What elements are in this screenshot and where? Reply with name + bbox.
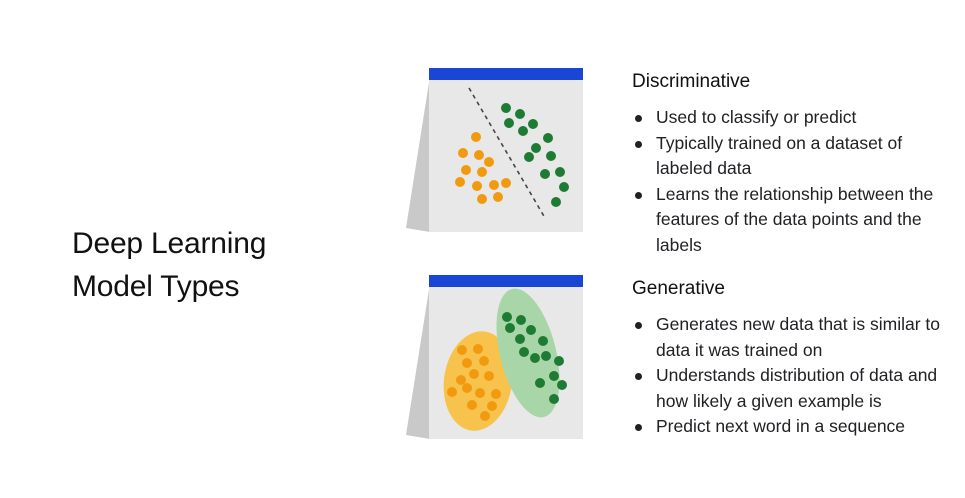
orange-point bbox=[473, 344, 483, 354]
orange-point bbox=[477, 167, 487, 177]
orange-point bbox=[493, 192, 503, 202]
orange-point bbox=[462, 358, 472, 368]
green-point bbox=[528, 119, 538, 129]
orange-point bbox=[472, 181, 482, 191]
orange-point bbox=[458, 148, 468, 158]
green-point bbox=[501, 103, 511, 113]
orange-point bbox=[479, 356, 489, 366]
bullet-item: Used to classify or predict bbox=[632, 105, 962, 131]
generative-heading: Generative bbox=[632, 278, 725, 299]
green-point bbox=[535, 378, 545, 388]
orange-point bbox=[487, 401, 497, 411]
orange-point bbox=[480, 411, 490, 421]
orange-point bbox=[477, 194, 487, 204]
green-point bbox=[554, 356, 564, 366]
slide-title-line-2: Model Types bbox=[72, 270, 240, 303]
green-point bbox=[546, 151, 556, 161]
green-point bbox=[505, 323, 515, 333]
discriminative-illustration bbox=[406, 66, 586, 238]
bullet-item: Learns the relationship between the feat… bbox=[632, 182, 946, 259]
decision-boundary-line bbox=[468, 87, 546, 219]
green-point bbox=[541, 351, 551, 361]
orange-points bbox=[455, 132, 511, 204]
discriminative-chart-window bbox=[406, 68, 583, 232]
orange-point bbox=[491, 389, 501, 399]
green-point bbox=[526, 325, 536, 335]
orange-point bbox=[455, 177, 465, 187]
green-point bbox=[504, 118, 514, 128]
generative-section: Generative Generates new data that is si… bbox=[632, 278, 962, 440]
green-point bbox=[524, 152, 534, 162]
green-point bbox=[518, 126, 528, 136]
generative-bullet-list: Generates new data that is similar to da… bbox=[632, 312, 962, 440]
orange-point bbox=[469, 369, 479, 379]
green-point bbox=[543, 133, 553, 143]
green-point bbox=[551, 197, 561, 207]
orange-point bbox=[484, 157, 494, 167]
orange-point bbox=[484, 371, 494, 381]
panel-header-bar bbox=[429, 275, 583, 287]
orange-point bbox=[461, 165, 471, 175]
green-point bbox=[555, 167, 565, 177]
bullet-item: Predict next word in a sequence bbox=[632, 414, 962, 440]
orange-point bbox=[467, 400, 477, 410]
orange-point bbox=[457, 345, 467, 355]
green-point bbox=[530, 353, 540, 363]
orange-points bbox=[447, 344, 501, 421]
discriminative-heading: Discriminative bbox=[632, 71, 751, 92]
panel-side-shadow bbox=[406, 283, 430, 439]
panel-side-shadow bbox=[406, 76, 430, 232]
green-point bbox=[557, 380, 567, 390]
bullet-item: Generates new data that is similar to da… bbox=[632, 312, 956, 363]
green-point bbox=[515, 109, 525, 119]
orange-point bbox=[447, 387, 457, 397]
green-point bbox=[549, 371, 559, 381]
green-point bbox=[538, 336, 548, 346]
generative-chart-window bbox=[406, 275, 583, 439]
orange-point bbox=[456, 375, 466, 385]
panel-header-bar bbox=[429, 68, 583, 80]
slide-title: Deep Learning Model Types bbox=[72, 222, 372, 308]
green-point bbox=[519, 347, 529, 357]
green-point bbox=[515, 334, 525, 344]
green-points bbox=[501, 103, 569, 207]
slide-title-line-1: Deep Learning bbox=[72, 227, 267, 260]
green-point bbox=[516, 315, 526, 325]
generative-illustration bbox=[406, 273, 586, 445]
orange-point bbox=[462, 383, 472, 393]
orange-point bbox=[501, 178, 511, 188]
discriminative-bullet-list: Used to classify or predict Typically tr… bbox=[632, 105, 962, 258]
orange-point bbox=[474, 150, 484, 160]
green-point bbox=[549, 394, 559, 404]
orange-point bbox=[471, 132, 481, 142]
discriminative-section: Discriminative Used to classify or predi… bbox=[632, 71, 962, 258]
bullet-item: Typically trained on a dataset of labele… bbox=[632, 131, 936, 182]
green-point bbox=[502, 312, 512, 322]
green-points bbox=[502, 312, 567, 404]
green-point bbox=[559, 182, 569, 192]
orange-point bbox=[489, 180, 499, 190]
orange-point bbox=[475, 388, 485, 398]
green-point bbox=[531, 143, 541, 153]
green-point bbox=[540, 169, 550, 179]
bullet-item: Understands distribution of data and how… bbox=[632, 363, 956, 414]
